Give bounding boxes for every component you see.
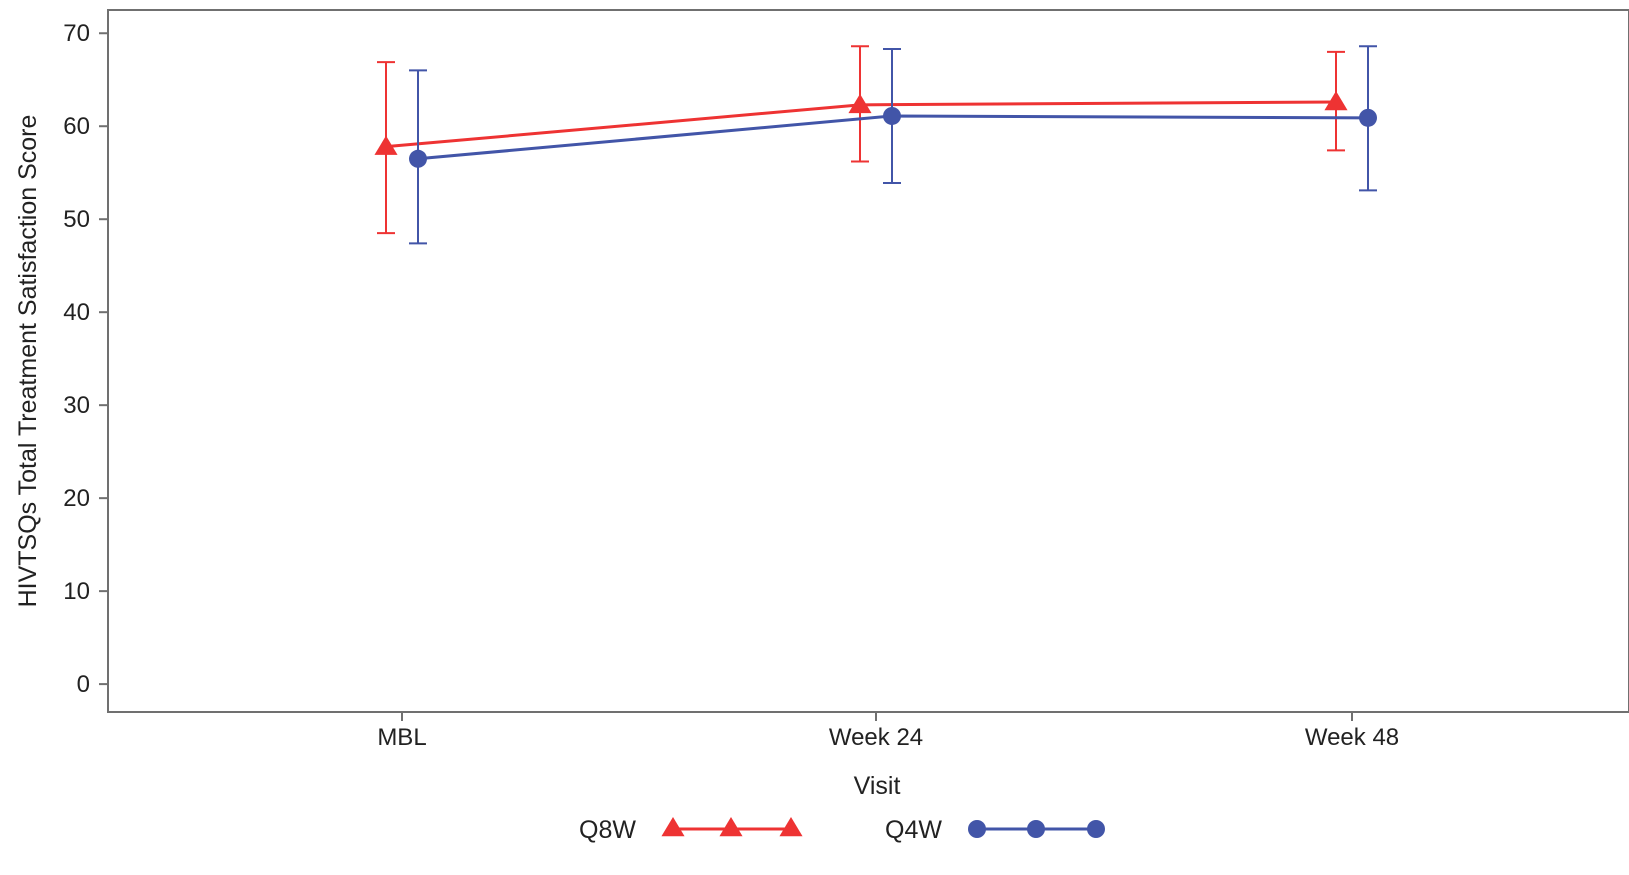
data-point-triangle bbox=[848, 93, 872, 114]
y-axis-title: HIVTSQs Total Treatment Satisfaction Sco… bbox=[14, 115, 42, 608]
legend: Q8W Q4W bbox=[579, 816, 1105, 844]
x-tick-label: Week 48 bbox=[1305, 724, 1399, 751]
y-tick-label: 40 bbox=[63, 299, 90, 326]
x-tick-label: MBL bbox=[377, 724, 426, 751]
y-tick-label: 10 bbox=[63, 578, 90, 605]
y-tick-label: 60 bbox=[63, 113, 90, 140]
series-layer bbox=[374, 45, 1377, 245]
data-point-circle bbox=[1359, 108, 1377, 127]
y-tick-label: 0 bbox=[77, 671, 90, 698]
legend-marker-triangle bbox=[779, 817, 803, 837]
x-axis-title: Visit bbox=[854, 772, 901, 800]
legend-marker-triangle bbox=[661, 817, 685, 837]
legend-label: Q4W bbox=[885, 816, 942, 844]
data-point-circle bbox=[883, 106, 901, 125]
plot-frame bbox=[107, 9, 1629, 713]
x-axis: MBL Week 24 Week 48 bbox=[377, 712, 1399, 751]
series-q8w bbox=[374, 45, 1348, 235]
legend-marker-circle bbox=[1027, 820, 1045, 838]
legend-item-q4w: Q4W bbox=[885, 816, 1105, 844]
data-point-triangle bbox=[1324, 91, 1348, 111]
y-tick-label: 20 bbox=[63, 485, 90, 512]
y-tick-label: 30 bbox=[63, 392, 90, 419]
data-point-triangle bbox=[374, 135, 398, 155]
legend-item-q8w: Q8W bbox=[579, 816, 803, 844]
series-q4w bbox=[409, 45, 1377, 245]
legend-marker-circle bbox=[1087, 820, 1105, 838]
y-tick-label: 70 bbox=[63, 20, 90, 47]
legend-marker-triangle bbox=[719, 817, 743, 837]
data-point-circle bbox=[409, 149, 427, 168]
x-tick-label: Week 24 bbox=[829, 724, 923, 751]
y-axis: 0 10 20 30 40 50 60 70 bbox=[63, 20, 108, 698]
y-tick-label: 50 bbox=[63, 206, 90, 233]
legend-marker-circle bbox=[968, 820, 986, 838]
legend-label: Q8W bbox=[579, 816, 636, 844]
